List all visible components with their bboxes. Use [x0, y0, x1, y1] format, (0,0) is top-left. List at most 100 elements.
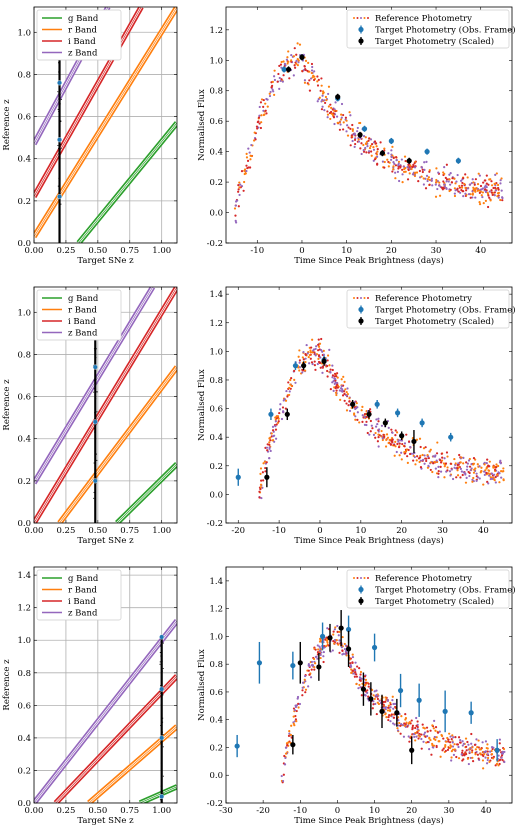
- reference-point: [326, 113, 330, 116]
- legend-swatch-obs: [358, 586, 364, 593]
- reference-point: [500, 189, 503, 192]
- reference-point: [335, 389, 338, 392]
- reference-point: [340, 116, 343, 119]
- reference-point: [379, 141, 382, 144]
- reference-point: [404, 166, 407, 170]
- reference-point: [363, 693, 366, 697]
- reference-point: [433, 460, 436, 464]
- scaled-point: [366, 411, 372, 417]
- x-tick-label: 0.25: [56, 806, 75, 816]
- reference-point: [500, 476, 503, 479]
- reference-point: [423, 462, 426, 465]
- reference-point: [380, 424, 384, 427]
- reference-point: [391, 431, 394, 434]
- reference-point: [387, 152, 390, 155]
- reference-point: [386, 436, 390, 439]
- y-tick-label: 1.0: [17, 636, 31, 646]
- reference-point: [373, 140, 377, 143]
- reference-point: [441, 749, 444, 752]
- obs-frame-point: [419, 420, 425, 426]
- reference-point: [316, 80, 319, 83]
- reference-point: [383, 147, 386, 150]
- reference-point: [429, 448, 432, 451]
- axes-frame: [33, 6, 178, 244]
- x-tick-label: 10: [341, 246, 352, 256]
- reference-point: [435, 459, 438, 462]
- reference-point: [449, 474, 452, 477]
- reference-point: [476, 476, 479, 479]
- reference-point: [262, 109, 265, 112]
- y-tick-label: 1.0: [209, 56, 223, 66]
- x-tick-label: -30: [219, 806, 233, 816]
- reference-point: [437, 470, 440, 473]
- reference-point: [303, 65, 306, 68]
- scaled-point: [350, 401, 356, 407]
- reference-point: [447, 740, 450, 743]
- target-z-sample: [162, 731, 163, 733]
- reference-point: [338, 651, 341, 654]
- reference-point: [339, 398, 342, 401]
- reference-point: [297, 706, 300, 709]
- reference-point: [443, 166, 446, 169]
- reference-point: [402, 170, 406, 173]
- reference-point: [346, 387, 349, 390]
- reference-point: [338, 128, 342, 131]
- reference-point: [331, 649, 334, 652]
- reference-point: [460, 184, 464, 187]
- reference-point: [420, 175, 423, 178]
- reference-point: [497, 464, 500, 468]
- g-band-center: [78, 122, 177, 243]
- reference-point: [285, 389, 288, 393]
- reference-point: [372, 146, 375, 149]
- reference-point: [398, 179, 401, 183]
- legend-label-obs: Target Photometry (Obs. Frame): [375, 585, 516, 596]
- reference-point: [394, 434, 397, 437]
- reference-point: [395, 431, 399, 434]
- reference-point: [476, 753, 479, 756]
- reference-point: [356, 418, 359, 421]
- reference-point: [493, 479, 496, 482]
- legend-label-obs: Target Photometry (Obs. Frame): [375, 305, 516, 316]
- obs-frame-point: [268, 411, 274, 417]
- reference-point: [310, 62, 314, 66]
- reference-point: [307, 61, 310, 64]
- reference-point: [489, 476, 492, 479]
- reference-point: [342, 121, 345, 124]
- reference-point: [347, 404, 350, 407]
- target-z-sample: [60, 143, 62, 145]
- legend-label-z: z Band: [68, 49, 98, 59]
- scaled-point: [394, 710, 400, 716]
- reference-point: [447, 738, 450, 741]
- reference-point: [476, 187, 480, 191]
- reference-point: [342, 375, 345, 378]
- target-z-sample: [161, 660, 163, 662]
- target-z-sample: [96, 453, 97, 455]
- reference-point: [307, 663, 310, 666]
- reference-point: [486, 756, 490, 760]
- reference-point: [384, 706, 387, 709]
- target-z-sample: [162, 734, 164, 736]
- reference-point: [313, 364, 316, 367]
- reference-point: [354, 671, 357, 674]
- reference-point: [287, 741, 290, 744]
- target-z-sample: [160, 741, 162, 743]
- reference-point: [274, 420, 277, 423]
- reference-point: [395, 450, 398, 454]
- reference-point: [284, 399, 288, 402]
- reference-point: [357, 687, 360, 690]
- reference-point: [343, 380, 346, 383]
- reference-point: [393, 702, 397, 705]
- reference-point: [365, 415, 368, 419]
- reference-point: [344, 116, 348, 119]
- reference-point: [394, 171, 397, 174]
- reference-point: [474, 753, 477, 756]
- reference-point: [423, 731, 427, 734]
- reference-point: [294, 381, 297, 384]
- reference-point: [465, 745, 468, 748]
- reference-point: [388, 161, 391, 164]
- reference-point: [459, 467, 463, 470]
- reference-point: [321, 94, 324, 97]
- reference-point: [350, 671, 353, 674]
- reference-point: [498, 738, 501, 741]
- reference-point: [307, 685, 310, 688]
